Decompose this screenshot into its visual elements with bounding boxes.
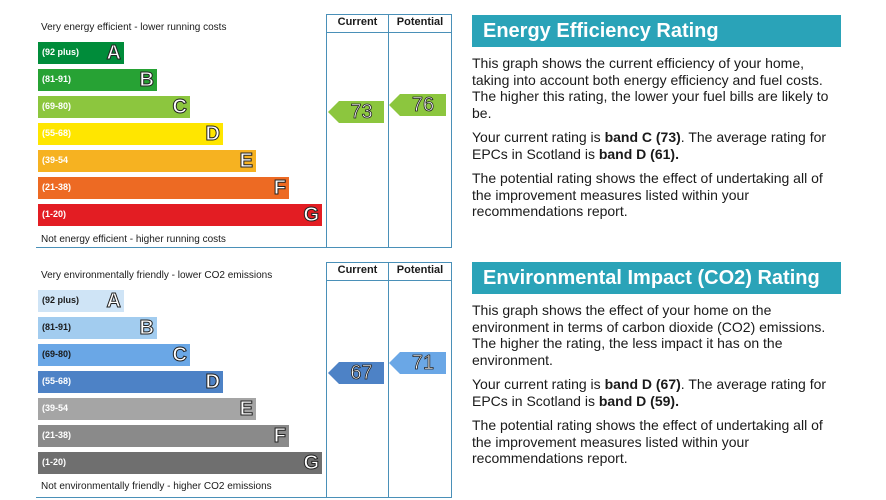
band-d: (55-68) D (38, 371, 223, 394)
band-range-label: (69-80) (42, 101, 72, 111)
band-letter: G (303, 452, 320, 475)
energy-info-panel: Energy Efficiency Rating This graph show… (472, 15, 841, 220)
panel-rating-text: Your current rating is band C (73). The … (472, 129, 827, 162)
band-range-label: (69-80) (42, 349, 72, 359)
band-range-label: (1-20) (42, 457, 67, 467)
band-letter: B (139, 317, 154, 340)
chart-bottom-label: Not environmentally friendly - higher CO… (41, 481, 272, 492)
band-f: (21-38) F (38, 425, 289, 448)
band-e: (39-54 E (38, 398, 256, 421)
band-range-label: (21-38) (42, 182, 72, 192)
band-range-label: (81-91) (42, 322, 72, 332)
band-range-label: (81-91) (42, 74, 72, 84)
band-range-label: (92 plus) (42, 47, 80, 57)
panel-rating-text: Your current rating is band D (67). The … (472, 376, 827, 409)
band-f: (21-38) F (38, 177, 289, 200)
band-range-label: (92 plus) (42, 295, 80, 305)
environment-info-panel: Environmental Impact (CO2) Rating This g… (472, 262, 841, 467)
panel-description: This graph shows the current efficiency … (472, 55, 829, 121)
band-letter: E (239, 150, 253, 173)
band-letter: E (239, 398, 253, 421)
band-letter: G (303, 204, 320, 227)
band-letter: F (273, 425, 286, 448)
band-range-label: (55-68) (42, 128, 72, 138)
band-range-label: (55-68) (42, 376, 72, 386)
potential-column-header: Potential (396, 264, 444, 276)
band-g: (1-20) G (38, 452, 322, 475)
band-range-label: (21-38) (42, 430, 72, 440)
band-range-label: (39-54 (42, 403, 69, 413)
chart-top-label: Very energy efficient - lower running co… (41, 22, 227, 33)
band-letter: A (106, 42, 121, 65)
panel-description: This graph shows the effect of your home… (472, 302, 826, 368)
band-c: (69-80) C (38, 344, 190, 367)
band-c: (69-80) C (38, 96, 190, 119)
band-e: (39-54 E (38, 150, 256, 173)
band-letter: C (172, 344, 187, 367)
band-letter: C (172, 96, 187, 119)
band-letter: D (205, 123, 220, 146)
current-column-header: Current (337, 16, 378, 28)
band-letter: F (273, 177, 286, 200)
band-letter: D (205, 371, 220, 394)
band-range-label: (1-20) (42, 209, 67, 219)
panel-title: Environmental Impact (CO2) Rating (472, 262, 841, 294)
band-b: (81-91) B (38, 317, 157, 340)
panel-title: Energy Efficiency Rating (472, 15, 841, 47)
band-b: (81-91) B (38, 69, 157, 92)
chart-bottom-label: Not energy efficient - higher running co… (41, 234, 226, 245)
band-d: (55-68) D (38, 123, 223, 146)
environmental-rating-chart: Current Potential Very environmentally f… (36, 262, 452, 498)
band-a: (92 plus) A (38, 42, 124, 65)
panel-potential-text: The potential rating shows the effect of… (472, 417, 823, 466)
band-a: (92 plus) A (38, 290, 124, 313)
energy-rating-chart: Current Potential Very energy efficient … (36, 14, 452, 248)
panel-potential-text: The potential rating shows the effect of… (472, 170, 823, 219)
band-range-label: (39-54 (42, 155, 69, 165)
band-letter: B (139, 69, 154, 92)
potential-column-header: Potential (396, 16, 444, 28)
current-column-header: Current (337, 264, 378, 276)
band-letter: A (106, 290, 121, 313)
chart-top-label: Very environmentally friendly - lower CO… (41, 270, 273, 281)
band-g: (1-20) G (38, 204, 322, 227)
